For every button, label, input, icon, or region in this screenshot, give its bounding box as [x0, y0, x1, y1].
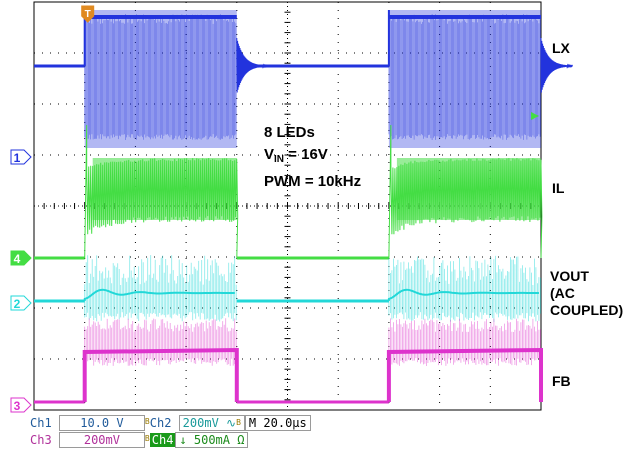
trigger-text: T: [85, 9, 91, 20]
label-lx: LX: [552, 40, 570, 56]
annotation-leds: 8 LEDs: [264, 124, 315, 141]
ch3-marker-text: 3: [14, 399, 21, 413]
annotation-pwm: PWM = 10kHz: [264, 173, 362, 190]
il-ripple: [388, 124, 543, 259]
ac-coupling-icon: ∿: [226, 416, 237, 430]
lx-switching: [84, 14, 237, 140]
ch1-name: Ch1: [30, 416, 52, 430]
label-vout: VOUT (AC COUPLED): [550, 268, 623, 319]
vout-envelope: [387, 288, 539, 301]
ch2-marker-text: 2: [14, 297, 21, 311]
il-ripple: [84, 124, 239, 259]
status-row-1: Ch1 10.0 V BCh2 200mV ∿B M 20.0μs: [30, 415, 311, 431]
ch2-marker-shape: [10, 295, 32, 311]
lx-switching: [388, 14, 541, 140]
ch4-name: Ch4: [149, 433, 176, 447]
ch2-scale-box: 200mV ∿B: [178, 415, 245, 431]
ch3-marker-shape: [10, 397, 32, 413]
ch1-marker-text: 1: [14, 151, 21, 165]
trigger-shape: [81, 5, 95, 23]
ch1-marker-shape: [10, 149, 32, 165]
vout-ripple: [84, 255, 237, 322]
label-il: IL: [552, 180, 565, 196]
ch4-marker-text: 4: [14, 252, 21, 266]
annotation-vin: VIN = 16V: [264, 146, 328, 165]
label-vout-line1: VOUT: [550, 268, 589, 284]
vout-ripple: [388, 255, 541, 322]
ch3-scale: 200mV: [58, 432, 145, 448]
ch4-marker: 4: [10, 250, 32, 266]
vout-envelope: [83, 288, 235, 301]
waveforms: [34, 10, 574, 404]
label-vout-line2: (AC: [550, 285, 575, 301]
ch1-marker: 1: [10, 149, 32, 165]
fb-ripple: [388, 318, 541, 366]
trigger-level-arrow: [531, 112, 539, 120]
timebase: M 20.0μs: [244, 415, 311, 431]
ch4-scale: ↓ 500mA Ω: [175, 432, 249, 448]
fb-pulse: [82, 347, 239, 402]
label-vout-line3: COUPLED): [550, 302, 624, 318]
fb-pulse: [386, 347, 543, 402]
ch3-marker: 3: [10, 397, 32, 413]
ch1-scale: 10.0 V: [58, 415, 145, 431]
bw-icon: B: [144, 417, 150, 426]
fb-ripple: [84, 318, 237, 366]
label-fb: FB: [552, 373, 571, 389]
trigger-marker: T: [81, 5, 95, 23]
ch2-marker: 2: [10, 295, 32, 311]
test-conditions-annotation: 8 LEDs VIN = 16V PWM = 10kHz: [264, 122, 361, 193]
ch4-marker-shape: [10, 250, 32, 266]
channel-markers: 1 4 2 3 T: [10, 5, 539, 413]
ch2-name: Ch2: [149, 416, 172, 430]
status-row-2: Ch3 200mV B Ch4 ↓ 500mA Ω: [30, 432, 249, 448]
ch3-name: Ch3: [30, 433, 52, 447]
